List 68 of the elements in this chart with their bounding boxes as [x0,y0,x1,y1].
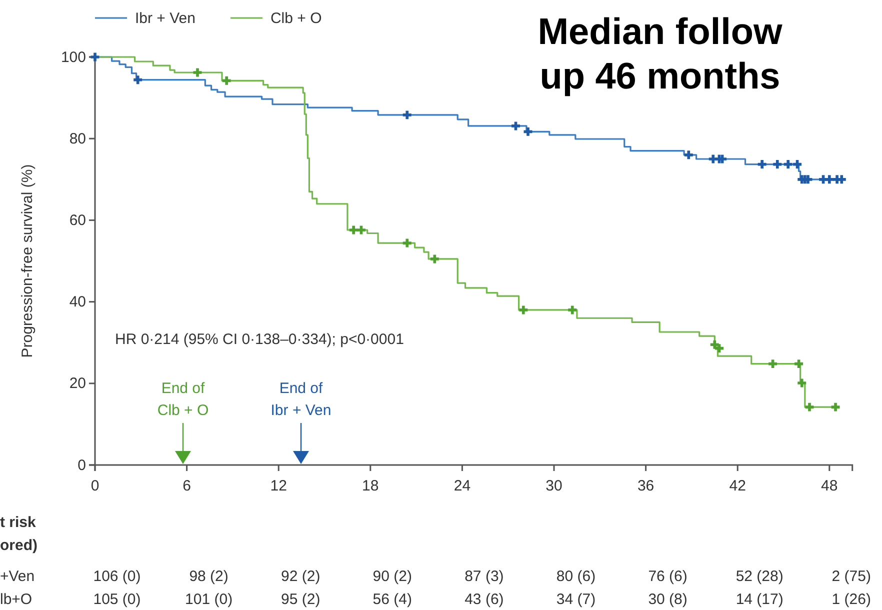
point [784,160,792,169]
point [519,306,528,314]
point [193,68,202,77]
y-tick-label: 20 [69,375,86,392]
x-tick-label: 12 [270,478,287,494]
text: 43 (6) [464,591,504,608]
chart-title: Median follow up 46 months [538,11,783,96]
point [568,306,577,314]
point [430,254,439,264]
legend-label: Ibr + Ven [135,10,196,27]
legend-label: Clb + O [270,10,322,27]
point [831,402,840,412]
point [134,76,142,84]
text: ored) [0,537,38,554]
text: 30 (8) [648,591,688,608]
text: 14 (17) [736,591,784,608]
annotation: End of Ibr + Ven [270,380,332,419]
x-tick-label: 42 [729,478,746,494]
y-tick-label: 80 [69,130,86,148]
point [794,360,804,368]
text: t risk [0,514,37,531]
point [773,160,782,169]
text: 105 (0) [93,591,141,608]
point [524,127,532,136]
point [798,378,806,388]
annotation: HR 0·214 (95% CI 0·138–0·334); p<0·0001 [115,331,404,348]
y-axis-title: Progression-free survival (%) [19,164,36,358]
x-tick-label: 36 [637,478,654,494]
y-tick-label: 60 [69,212,86,229]
text: 101 (0) [185,591,233,608]
point [512,122,520,130]
text: 1 (26) [832,591,871,608]
point [793,160,802,169]
text: +Ven [0,568,35,585]
text: 98 (2) [189,568,228,585]
x-tick-label: 0 [90,478,100,494]
point [349,226,358,234]
x-tick-label: 6 [182,478,191,494]
text: 92 (2) [281,568,320,585]
point [825,175,834,184]
y-tick-label: 40 [69,294,86,311]
point [684,150,693,160]
text: lb+O [0,591,32,608]
text: 95 (2) [281,591,320,608]
point [222,76,231,85]
text: 80 (6) [556,568,596,585]
text: 90 (2) [372,568,412,585]
y-tick-label: 0 [78,456,86,474]
point [805,402,814,412]
y-tick-label: 100 [60,48,86,66]
annotation: End of Clb + O [157,380,209,419]
point [758,160,766,169]
text: 52 (28) [736,568,784,585]
point [402,110,412,120]
text: 2 (75) [832,568,871,585]
text: 106 (0) [93,568,141,585]
x-tick-label: 24 [454,478,471,494]
text: 87 (3) [464,568,504,585]
x-tick-label: 48 [821,478,838,494]
point [356,226,366,234]
text: 76 (6) [648,568,688,585]
text: 34 (7) [556,591,596,608]
x-tick-label: 18 [362,478,379,494]
text: 56 (4) [372,591,412,608]
point [768,360,778,368]
point [402,238,412,248]
point [714,344,724,353]
x-tick-label: 30 [546,478,562,494]
